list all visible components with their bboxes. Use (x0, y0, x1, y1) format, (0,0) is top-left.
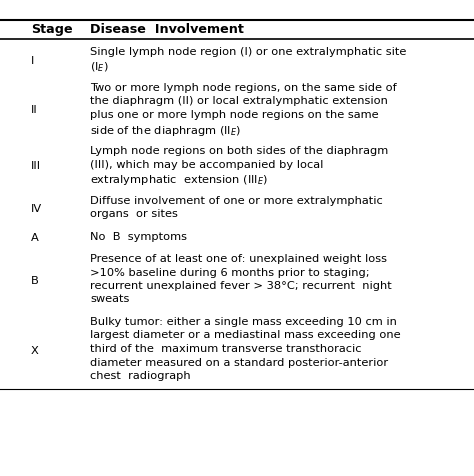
Text: organs  or sites: organs or sites (90, 209, 178, 219)
Text: III: III (31, 161, 41, 171)
Text: II: II (31, 105, 37, 115)
Text: Presence of at least one of: unexplained weight loss: Presence of at least one of: unexplained… (90, 254, 387, 264)
Text: Stage: Stage (31, 23, 73, 36)
Text: sweats: sweats (90, 295, 129, 305)
Text: IV: IV (31, 204, 42, 214)
Text: side of the diaphragm (II$_E$): side of the diaphragm (II$_E$) (90, 123, 241, 138)
Text: >10% baseline during 6 months prior to staging;: >10% baseline during 6 months prior to s… (90, 268, 370, 278)
Text: recurrent unexplained fever > 38°C; recurrent  night: recurrent unexplained fever > 38°C; recu… (90, 281, 392, 291)
Text: Disease  Involvement: Disease Involvement (90, 23, 244, 36)
Text: Bulky tumor: either a single mass exceeding 10 cm in: Bulky tumor: either a single mass exceed… (90, 317, 397, 327)
Text: No  B  symptoms: No B symptoms (90, 231, 187, 241)
Text: plus one or more lymph node regions on the same: plus one or more lymph node regions on t… (90, 110, 379, 120)
Text: the diaphragm (II) or local extralymphatic extension: the diaphragm (II) or local extralymphat… (90, 97, 388, 107)
Text: Single lymph node region (I) or one extralymphatic site: Single lymph node region (I) or one extr… (90, 47, 406, 57)
Text: Lymph node regions on both sides of the diaphragm: Lymph node regions on both sides of the … (90, 146, 388, 156)
Text: Diffuse involvement of one or more extralymphatic: Diffuse involvement of one or more extra… (90, 196, 383, 206)
Text: third of the  maximum transverse transthoracic: third of the maximum transverse transtho… (90, 344, 362, 354)
Text: Two or more lymph node regions, on the same side of: Two or more lymph node regions, on the s… (90, 83, 397, 93)
Text: B: B (31, 276, 38, 286)
Text: chest  radiograph: chest radiograph (90, 371, 191, 381)
Text: (III), which may be accompanied by local: (III), which may be accompanied by local (90, 159, 323, 169)
Text: I: I (31, 56, 34, 66)
Text: diameter measured on a standard posterior-anterior: diameter measured on a standard posterio… (90, 357, 388, 367)
Text: extralymphatic  extension (III$_E$): extralymphatic extension (III$_E$) (90, 173, 268, 187)
Text: X: X (31, 346, 38, 356)
Text: A: A (31, 233, 38, 243)
Text: (I$_E$): (I$_E$) (90, 60, 109, 74)
Text: largest diameter or a mediastinal mass exceeding one: largest diameter or a mediastinal mass e… (90, 330, 401, 340)
